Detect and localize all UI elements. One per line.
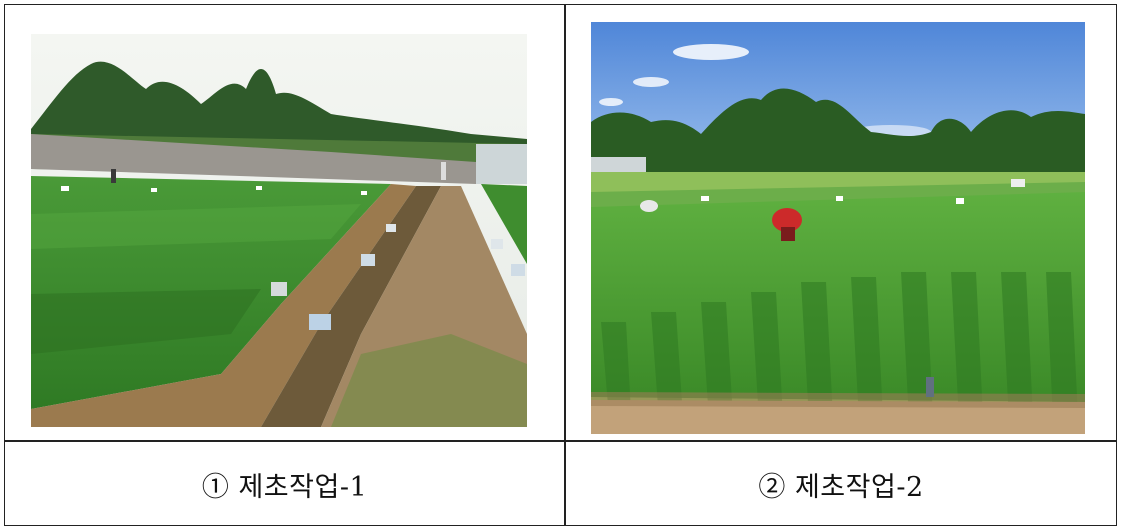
photo-weeding-2 xyxy=(591,22,1085,434)
caption-weeding-2: ② 제초작업-2 xyxy=(758,471,924,503)
caption-weeding-1: ① 제초작업-1 xyxy=(201,471,368,503)
column-divider xyxy=(564,5,566,525)
photo-weeding-1 xyxy=(31,34,527,427)
row-divider xyxy=(5,440,1116,442)
figure-table: ① 제초작업-1 ② 제초작업-2 xyxy=(4,4,1117,526)
